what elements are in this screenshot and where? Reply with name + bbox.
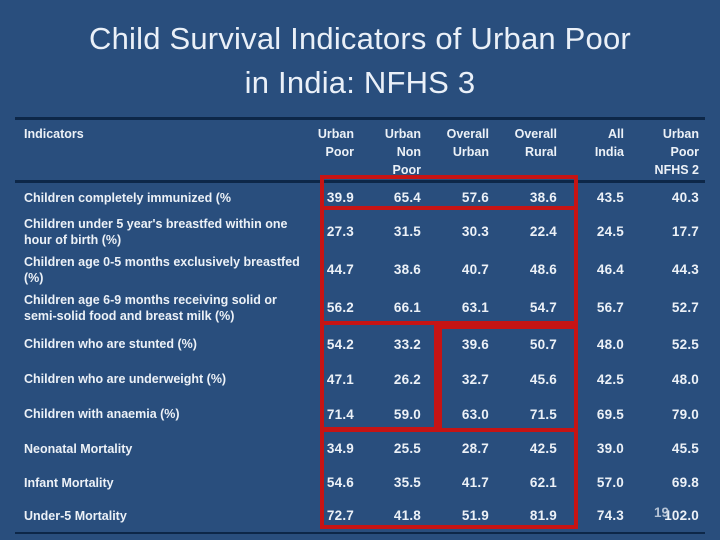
value-cell: 22.4 bbox=[529, 224, 557, 239]
value-cell: 40.7 bbox=[461, 262, 489, 277]
value-cell: 56.7 bbox=[596, 300, 624, 315]
column-header-urban-poor-nfhs2: Urban Poor NFHS 2 bbox=[654, 127, 699, 177]
value-cell: 57.6 bbox=[461, 190, 489, 206]
value-cell: 52.5 bbox=[671, 336, 699, 352]
value-cell: 26.2 bbox=[393, 371, 421, 387]
value-cell: 47.1 bbox=[326, 371, 354, 387]
value-cell: 28.7 bbox=[461, 441, 489, 456]
value-cell: 72.7 bbox=[326, 508, 354, 523]
row-label: Children who are stunted (%) bbox=[24, 337, 197, 351]
column-header-indicators: Indicators bbox=[24, 127, 84, 141]
value-cell: 63.1 bbox=[461, 300, 489, 315]
slide-number: 19 bbox=[654, 505, 670, 520]
value-cell: 54.6 bbox=[326, 475, 354, 490]
value-cell: 65.4 bbox=[393, 190, 421, 206]
value-cell: 45.6 bbox=[529, 371, 557, 387]
value-cell: 52.7 bbox=[671, 300, 699, 315]
value-cell: 43.5 bbox=[596, 190, 624, 206]
row-label: Children completely immunized (% bbox=[24, 190, 231, 205]
value-cell: 34.9 bbox=[326, 441, 354, 456]
value-cell: 48.0 bbox=[596, 336, 624, 352]
table-row: Infant Mortality 54.6 35.5 41.7 62.1 57.… bbox=[15, 466, 705, 500]
value-cell: 41.7 bbox=[461, 475, 489, 490]
value-cell: 57.0 bbox=[596, 475, 624, 490]
value-cell: 59.0 bbox=[393, 406, 421, 422]
value-cell: 62.1 bbox=[529, 475, 557, 490]
value-cell: 81.9 bbox=[529, 508, 557, 523]
row-label: Children age 6-9 months receiving solid … bbox=[24, 292, 277, 323]
table-row: Under-5 Mortality 72.7 41.8 51.9 81.9 74… bbox=[15, 500, 705, 533]
value-cell: 17.7 bbox=[671, 224, 699, 239]
table-row: Children who are underweight (%) 47.1 26… bbox=[15, 362, 705, 397]
table-row: Children age 0-5 months exclusively brea… bbox=[15, 251, 705, 289]
column-header-overall-rural: Overall Rural bbox=[514, 127, 557, 159]
table-row: Neonatal Mortality 34.9 25.5 28.7 42.5 3… bbox=[15, 432, 705, 466]
row-label: Neonatal Mortality bbox=[24, 441, 133, 456]
table-row: Children age 6-9 months receiving solid … bbox=[15, 289, 705, 327]
value-cell: 39.9 bbox=[326, 190, 354, 206]
table-row: Children under 5 year's breastfed within… bbox=[15, 213, 705, 251]
value-cell: 27.3 bbox=[326, 224, 354, 239]
row-label: Children under 5 year's breastfed within… bbox=[24, 216, 288, 247]
indicator-table-container: Indicators Urban Poor Urban Non Poor Ove… bbox=[15, 117, 705, 534]
table-row: Children completely immunized (% 39.9 65… bbox=[15, 182, 705, 213]
value-cell: 50.7 bbox=[529, 336, 557, 352]
row-label: Children with anaemia (%) bbox=[24, 407, 180, 421]
value-cell: 46.4 bbox=[596, 262, 624, 277]
value-cell: 30.3 bbox=[461, 224, 489, 239]
value-cell: 102.0 bbox=[664, 508, 699, 523]
value-cell: 40.3 bbox=[671, 190, 699, 206]
value-cell: 41.8 bbox=[393, 508, 421, 523]
value-cell: 48.6 bbox=[529, 262, 557, 277]
value-cell: 71.5 bbox=[529, 406, 557, 422]
value-cell: 24.5 bbox=[596, 224, 624, 239]
value-cell: 38.6 bbox=[393, 262, 421, 277]
value-cell: 79.0 bbox=[671, 406, 699, 422]
slide-title: Child Survival Indicators of Urban Poor … bbox=[0, 17, 720, 105]
column-header-all-india: All India bbox=[594, 127, 624, 159]
slide-title-line1: Child Survival Indicators of Urban Poor bbox=[89, 21, 631, 56]
value-cell: 69.8 bbox=[671, 475, 699, 490]
table-row: Children who are stunted (%) 54.2 33.2 3… bbox=[15, 327, 705, 362]
table-row: Children with anaemia (%) 71.4 59.0 63.0… bbox=[15, 397, 705, 432]
value-cell: 71.4 bbox=[326, 406, 354, 422]
row-label: Children age 0-5 months exclusively brea… bbox=[24, 254, 300, 285]
value-cell: 35.5 bbox=[393, 475, 421, 490]
row-label: Children who are underweight (%) bbox=[24, 372, 227, 386]
value-cell: 45.5 bbox=[671, 441, 699, 456]
value-cell: 54.7 bbox=[529, 300, 557, 315]
value-cell: 51.9 bbox=[461, 508, 489, 523]
value-cell: 44.7 bbox=[326, 262, 354, 277]
value-cell: 42.5 bbox=[529, 441, 557, 456]
value-cell: 63.0 bbox=[461, 406, 489, 422]
value-cell: 66.1 bbox=[393, 300, 421, 315]
value-cell: 56.2 bbox=[326, 300, 354, 315]
header-row: Indicators Urban Poor Urban Non Poor Ove… bbox=[15, 120, 705, 182]
column-header-urban-poor: Urban Poor bbox=[317, 127, 354, 159]
column-header-urban-non-poor: Urban Non Poor bbox=[384, 127, 421, 177]
value-cell: 33.2 bbox=[393, 336, 421, 352]
value-cell: 69.5 bbox=[596, 406, 624, 422]
value-cell: 39.0 bbox=[596, 441, 624, 456]
value-cell: 31.5 bbox=[393, 224, 421, 239]
value-cell: 32.7 bbox=[461, 371, 489, 387]
row-label: Infant Mortality bbox=[24, 475, 114, 490]
value-cell: 25.5 bbox=[393, 441, 421, 456]
value-cell: 74.3 bbox=[596, 508, 624, 523]
value-cell: 54.2 bbox=[326, 336, 354, 352]
indicator-table: Indicators Urban Poor Urban Non Poor Ove… bbox=[15, 120, 705, 534]
value-cell: 44.3 bbox=[671, 262, 699, 277]
value-cell: 48.0 bbox=[671, 371, 699, 387]
column-header-overall-urban: Overall Urban bbox=[446, 127, 489, 159]
value-cell: 38.6 bbox=[529, 190, 557, 206]
value-cell: 42.5 bbox=[596, 371, 624, 387]
slide-title-line2: in India: NFHS 3 bbox=[244, 65, 476, 100]
row-label: Under-5 Mortality bbox=[24, 508, 127, 523]
value-cell: 39.6 bbox=[461, 336, 489, 352]
